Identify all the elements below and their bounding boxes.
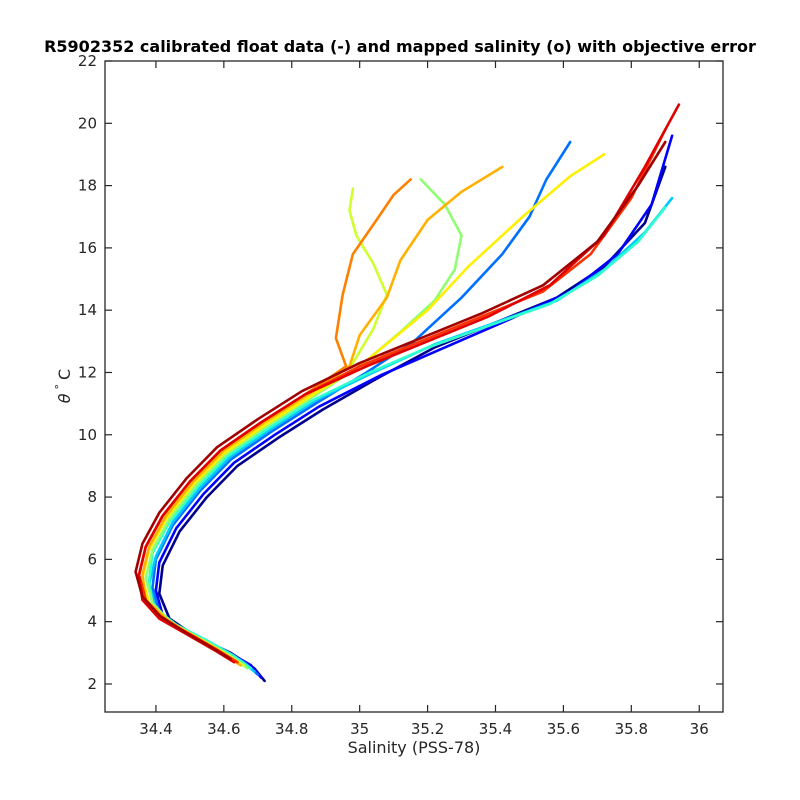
y-tick-label: 14 — [78, 301, 97, 319]
y-tick-label: 4 — [87, 613, 97, 631]
x-tick-label: 35 — [350, 720, 369, 738]
profile-line-8 — [141, 153, 606, 667]
y-tick-label: 12 — [78, 363, 97, 381]
y-tick-label: 6 — [87, 550, 97, 568]
x-tick-label: 35.6 — [547, 720, 580, 738]
tick-layer: 34.4 34.6 34.8 35 35.2 35.4 35.6 35.8 36 2 4 6 8 10 12… — [78, 52, 723, 738]
y-tick-label: 2 — [87, 675, 97, 693]
series-layer — [134, 103, 681, 683]
x-tick-label: 35.4 — [479, 720, 512, 738]
y-tick-label: 16 — [78, 239, 97, 257]
plot-frame — [104, 60, 724, 713]
x-tick-label: 36 — [690, 720, 709, 738]
x-tick-label: 35.8 — [615, 720, 648, 738]
profile-line-13 — [134, 140, 667, 661]
profile-line-6 — [144, 178, 463, 670]
y-axis-degree: ° — [53, 384, 66, 390]
y-axis-unit: C — [55, 369, 74, 380]
y-tick-label: 20 — [78, 114, 97, 132]
y-tick-label: 18 — [78, 177, 97, 195]
x-axis-title: Salinity (PSS-78) — [348, 738, 481, 757]
chart-title: R5902352 calibrated float data (-) and m… — [44, 37, 756, 56]
profile-line-11 — [137, 128, 667, 664]
y-tick-label: 8 — [87, 488, 97, 506]
profile-line-12 — [137, 103, 681, 664]
profile-line-9 — [141, 165, 504, 667]
y-tick-label: 10 — [78, 426, 97, 444]
x-tick-label: 34.8 — [275, 720, 308, 738]
x-tick-label: 34.4 — [139, 720, 172, 738]
y-axis-symbol: θ — [55, 393, 74, 403]
profile-line-2 — [154, 134, 674, 680]
profile-line-3 — [151, 140, 572, 676]
y-axis-title: θ ° C — [53, 369, 74, 403]
y-tick-label: 22 — [78, 52, 97, 70]
profile-line-4 — [147, 196, 674, 673]
x-tick-label: 34.6 — [207, 720, 240, 738]
x-tick-label: 35.2 — [411, 720, 444, 738]
